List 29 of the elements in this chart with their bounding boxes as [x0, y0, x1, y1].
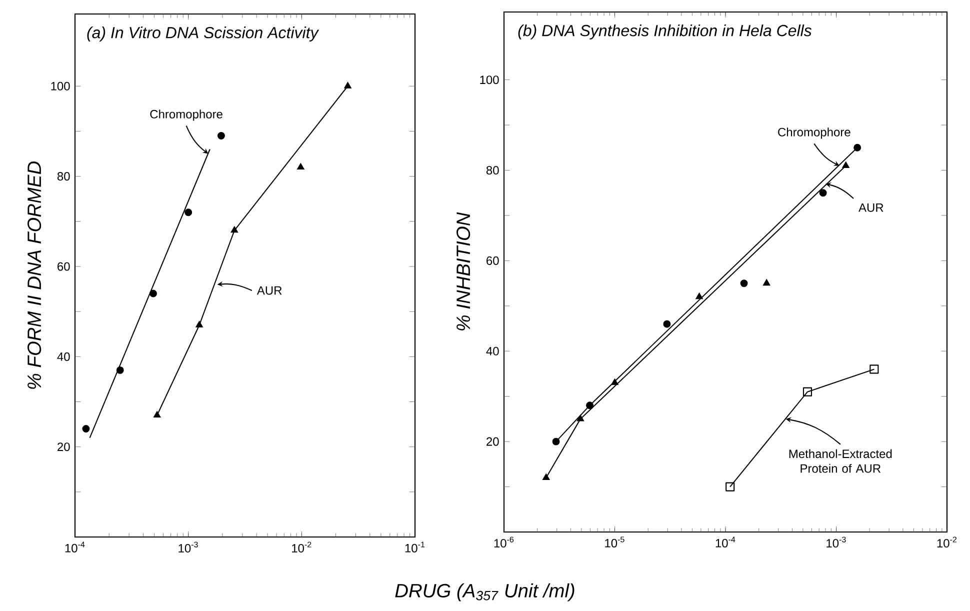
annotation: Chromophore [778, 128, 850, 139]
y-tick-label: 80 [486, 166, 499, 175]
x-tick-label: 10$^{-4}$ [65, 542, 85, 552]
x-axis-title: DRUG (A$_{357}$ Unit /ml) [395, 583, 574, 602]
x-tick-label: 10$^{-1}$ [405, 542, 425, 552]
y-tick-label: 60 [58, 262, 70, 271]
y-axis-title: % INHBITION [456, 212, 470, 330]
y-tick-label: 20 [58, 442, 70, 452]
text: (b) DNA Synthesis Inhibition in Hela Cells [518, 24, 812, 40]
x-tick-label: 10$^{-2}$ [292, 542, 312, 553]
x-tick-label: 10$^{-6}$ [494, 536, 514, 548]
y-tick-label: 100 [51, 82, 70, 90]
x-tick-label: 10$^{-3}$ [826, 536, 846, 548]
annotation: Methanol-Extracted Protein of AUR [789, 449, 892, 473]
y-tick-label: 60 [486, 256, 499, 265]
y-axis-title: % FORM II DNA FORMED [28, 161, 42, 389]
annotation: AUR [256, 286, 282, 295]
y-tick-label: 40 [57, 352, 70, 361]
y-tick-label: 80 [57, 172, 70, 181]
x-tick-label: 10$^{-3}$ [178, 542, 198, 553]
annotation: AUR [858, 203, 884, 212]
y-tick-label: 20 [486, 437, 499, 446]
annotation: Chromophore [150, 110, 222, 121]
x-tick-label: 10$^{-2}$ [937, 536, 956, 548]
text: (a) In Vitro DNA Scission Activity [87, 26, 320, 42]
x-tick-label: 10$^{-5}$ [605, 536, 624, 548]
y-tick-label: 40 [486, 346, 499, 356]
x-tick-label: 10$^{-4}$ [716, 536, 736, 548]
y-tick-label: 100 [480, 76, 499, 84]
